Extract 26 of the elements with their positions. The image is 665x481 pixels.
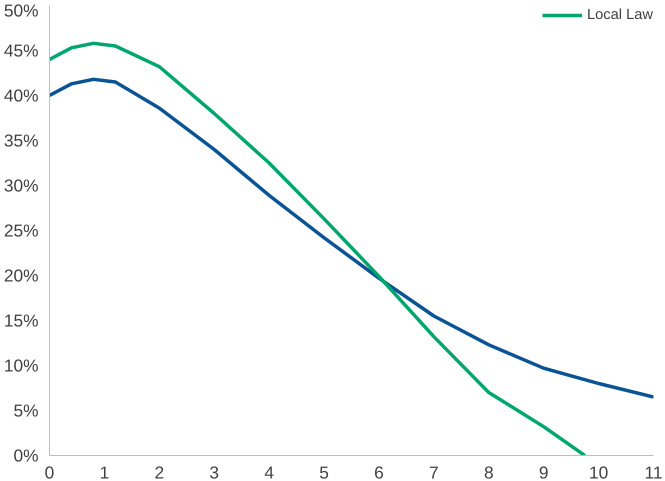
y-tick-label: 40% [4, 86, 39, 106]
x-tick-label: 1 [100, 462, 110, 481]
x-tick-label: 4 [264, 462, 274, 481]
y-tick-label: 25% [4, 220, 39, 240]
line-series [50, 42, 587, 456]
x-tick-label: 11 [644, 462, 663, 481]
x-tick-label: 10 [588, 462, 608, 481]
y-tick-label: 20% [4, 266, 39, 286]
y-tick-label: 35% [4, 130, 39, 150]
y-tick-label: 30% [4, 176, 39, 196]
x-tick-label: 3 [209, 462, 220, 481]
y-tick-label: 50% [4, 0, 39, 20]
x-tick-label: 0 [44, 462, 54, 481]
x-tick-label: 8 [484, 462, 494, 481]
x-tick-label: 6 [374, 462, 384, 481]
x-tick-label: 2 [154, 462, 164, 481]
x-tick-label: 5 [319, 462, 329, 481]
y-tick-label: 45% [4, 40, 39, 60]
y-tick-label: 10% [4, 356, 39, 376]
y-tick-label: 5% [13, 400, 38, 420]
y-tick-label: 15% [4, 310, 39, 330]
x-tick-label: 9 [538, 462, 549, 481]
line-series [50, 78, 654, 399]
x-tick-label: 7 [429, 462, 439, 481]
legend-label: Local Law [587, 7, 653, 23]
y-tick-label: 0% [13, 446, 38, 466]
